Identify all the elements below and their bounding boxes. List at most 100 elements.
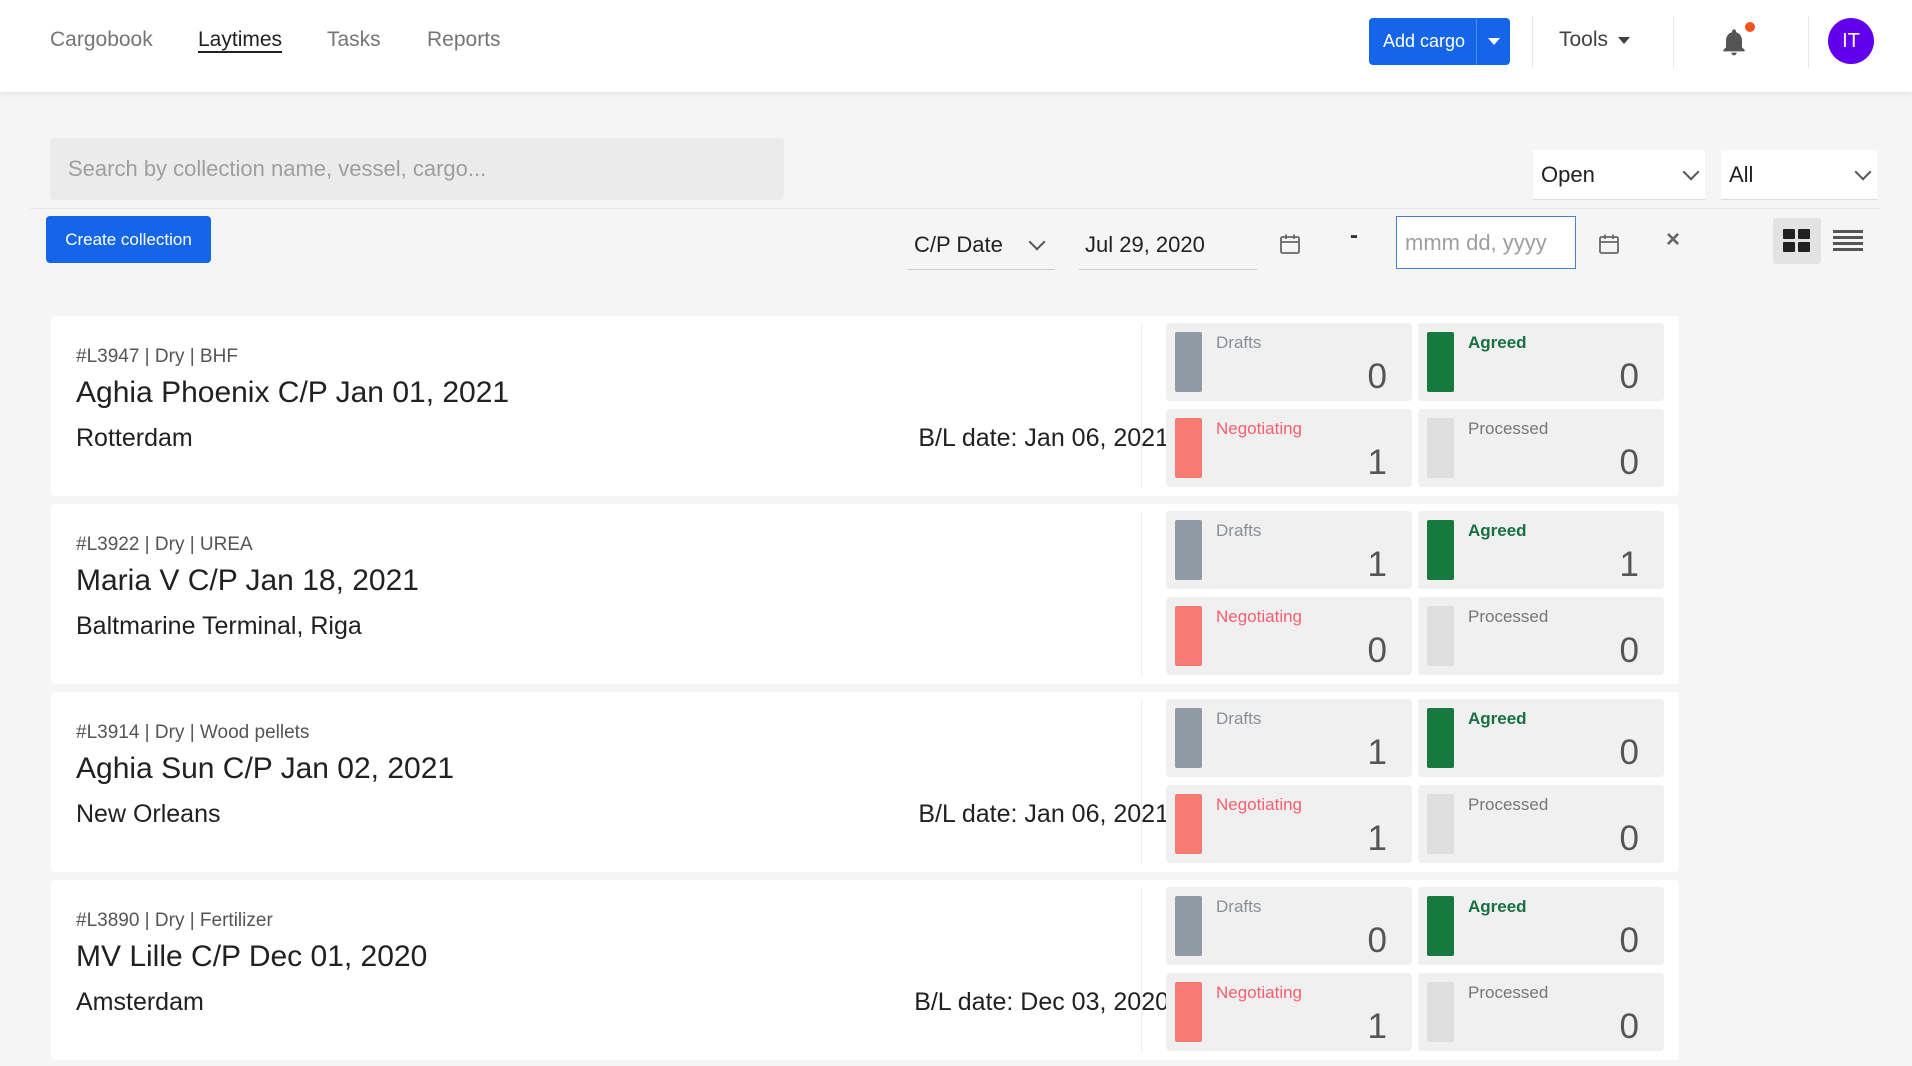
status-select[interactable]: Open xyxy=(1533,150,1705,200)
processed-stat[interactable]: Processed 0 xyxy=(1418,973,1664,1051)
calendar-icon[interactable] xyxy=(1278,232,1302,256)
drafts-stat[interactable]: Drafts 0 xyxy=(1166,887,1412,965)
list-icon xyxy=(1833,230,1863,251)
type-select[interactable]: All xyxy=(1721,150,1877,200)
collection-card[interactable]: #L3914 | Dry | Wood pellets Aghia Sun C/… xyxy=(51,692,1679,872)
chevron-down-icon xyxy=(1682,163,1700,180)
list-view-button[interactable] xyxy=(1824,218,1872,264)
negotiating-count: 1 xyxy=(1367,443,1387,482)
processed-stat[interactable]: Processed 0 xyxy=(1418,785,1664,863)
agreed-label: Agreed xyxy=(1468,521,1527,540)
drafts-color-bar xyxy=(1175,896,1202,956)
collection-port: New Orleans xyxy=(76,800,221,828)
collection-card[interactable]: #L3890 | Dry | Fertilizer MV Lille C/P D… xyxy=(51,880,1679,1060)
agreed-color-bar xyxy=(1427,896,1454,956)
agreed-count: 0 xyxy=(1619,733,1639,772)
negotiating-count: 1 xyxy=(1367,1007,1387,1046)
search-input[interactable] xyxy=(50,138,784,200)
nav-cargobook[interactable]: Cargobook xyxy=(50,28,153,51)
collection-title[interactable]: Maria V C/P Jan 18, 2021 xyxy=(76,564,419,597)
processed-stat[interactable]: Processed 0 xyxy=(1418,597,1664,675)
agreed-stat[interactable]: Agreed 0 xyxy=(1418,699,1664,777)
negotiating-stat[interactable]: Negotiating 1 xyxy=(1166,785,1412,863)
collection-port: Baltmarine Terminal, Riga xyxy=(76,612,362,640)
drafts-count: 1 xyxy=(1367,545,1387,584)
avatar[interactable]: IT xyxy=(1828,18,1874,64)
agreed-stat[interactable]: Agreed 1 xyxy=(1418,511,1664,589)
negotiating-stat[interactable]: Negotiating 1 xyxy=(1166,973,1412,1051)
negotiating-stat[interactable]: Negotiating 1 xyxy=(1166,409,1412,487)
collection-port: Amsterdam xyxy=(76,988,204,1016)
calendar-icon[interactable] xyxy=(1597,232,1621,256)
nav-tasks[interactable]: Tasks xyxy=(327,28,381,51)
processed-count: 0 xyxy=(1619,631,1639,670)
negotiating-color-bar xyxy=(1175,418,1202,478)
collection-card[interactable]: #L3922 | Dry | UREA Maria V C/P Jan 18, … xyxy=(51,504,1679,684)
add-cargo-button[interactable]: Add cargo xyxy=(1369,18,1510,65)
bl-date: B/L date: Dec 03, 2020 xyxy=(914,988,1169,1016)
agreed-color-bar xyxy=(1427,332,1454,392)
negotiating-count: 1 xyxy=(1367,819,1387,858)
agreed-label: Agreed xyxy=(1468,709,1527,728)
nav-laytimes[interactable]: Laytimes xyxy=(198,28,283,51)
agreed-stat[interactable]: Agreed 0 xyxy=(1418,323,1664,401)
negotiating-count: 0 xyxy=(1367,631,1387,670)
drafts-stat[interactable]: Drafts 1 xyxy=(1166,699,1412,777)
collection-title[interactable]: MV Lille C/P Dec 01, 2020 xyxy=(76,940,428,973)
status-select-value: Open xyxy=(1541,161,1595,187)
processed-label: Processed xyxy=(1468,983,1549,1002)
collection-title[interactable]: Aghia Sun C/P Jan 02, 2021 xyxy=(76,752,455,785)
agreed-label: Agreed xyxy=(1468,897,1527,916)
processed-label: Processed xyxy=(1468,419,1549,438)
caret-down-icon xyxy=(1487,38,1500,45)
type-select-value: All xyxy=(1729,161,1754,187)
negotiating-label: Negotiating xyxy=(1216,983,1303,1002)
add-cargo-dropdown-toggle[interactable] xyxy=(1476,18,1510,65)
processed-count: 0 xyxy=(1619,443,1639,482)
negotiating-stat[interactable]: Negotiating 0 xyxy=(1166,597,1412,675)
processed-count: 0 xyxy=(1619,819,1639,858)
create-collection-button[interactable]: Create collection xyxy=(46,216,211,263)
date-to-field[interactable] xyxy=(1396,216,1576,269)
agreed-count: 0 xyxy=(1619,357,1639,396)
processed-color-bar xyxy=(1427,794,1454,854)
collection-port: Rotterdam xyxy=(76,424,193,452)
processed-stat[interactable]: Processed 0 xyxy=(1418,409,1664,487)
drafts-stat[interactable]: Drafts 0 xyxy=(1166,323,1412,401)
processed-label: Processed xyxy=(1468,607,1549,626)
negotiating-color-bar xyxy=(1175,794,1202,854)
agreed-count: 0 xyxy=(1619,921,1639,960)
collection-card[interactable]: #L3947 | Dry | BHF Aghia Phoenix C/P Jan… xyxy=(51,316,1679,496)
processed-color-bar xyxy=(1427,982,1454,1042)
divider xyxy=(1808,16,1809,68)
collection-meta: #L3922 | Dry | UREA xyxy=(76,534,253,555)
date-from-field[interactable]: Jul 29, 2020 xyxy=(1079,220,1257,270)
collection-title[interactable]: Aghia Phoenix C/P Jan 01, 2021 xyxy=(76,376,510,409)
bell-icon[interactable] xyxy=(1718,24,1750,60)
drafts-count: 1 xyxy=(1367,733,1387,772)
chevron-down-icon xyxy=(1854,163,1872,180)
tools-label: Tools xyxy=(1559,28,1609,51)
processed-color-bar xyxy=(1427,418,1454,478)
divider xyxy=(1141,324,1142,488)
drafts-color-bar xyxy=(1175,708,1202,768)
divider xyxy=(1141,700,1142,864)
tools-menu[interactable]: Tools xyxy=(1559,28,1631,52)
agreed-color-bar xyxy=(1427,708,1454,768)
date-type-select[interactable]: C/P Date xyxy=(908,220,1055,270)
divider xyxy=(1673,16,1674,68)
negotiating-label: Negotiating xyxy=(1216,607,1303,626)
grid-icon xyxy=(1783,229,1810,252)
processed-label: Processed xyxy=(1468,795,1549,814)
divider xyxy=(1141,888,1142,1052)
grid-view-button[interactable] xyxy=(1773,218,1821,264)
agreed-stat[interactable]: Agreed 0 xyxy=(1418,887,1664,965)
drafts-label: Drafts xyxy=(1216,333,1262,352)
nav-reports[interactable]: Reports xyxy=(427,28,501,51)
negotiating-color-bar xyxy=(1175,982,1202,1042)
drafts-label: Drafts xyxy=(1216,897,1262,916)
clear-dates-button[interactable]: × xyxy=(1666,226,1681,253)
drafts-stat[interactable]: Drafts 1 xyxy=(1166,511,1412,589)
collection-meta: #L3890 | Dry | Fertilizer xyxy=(76,910,273,931)
divider xyxy=(1141,512,1142,676)
